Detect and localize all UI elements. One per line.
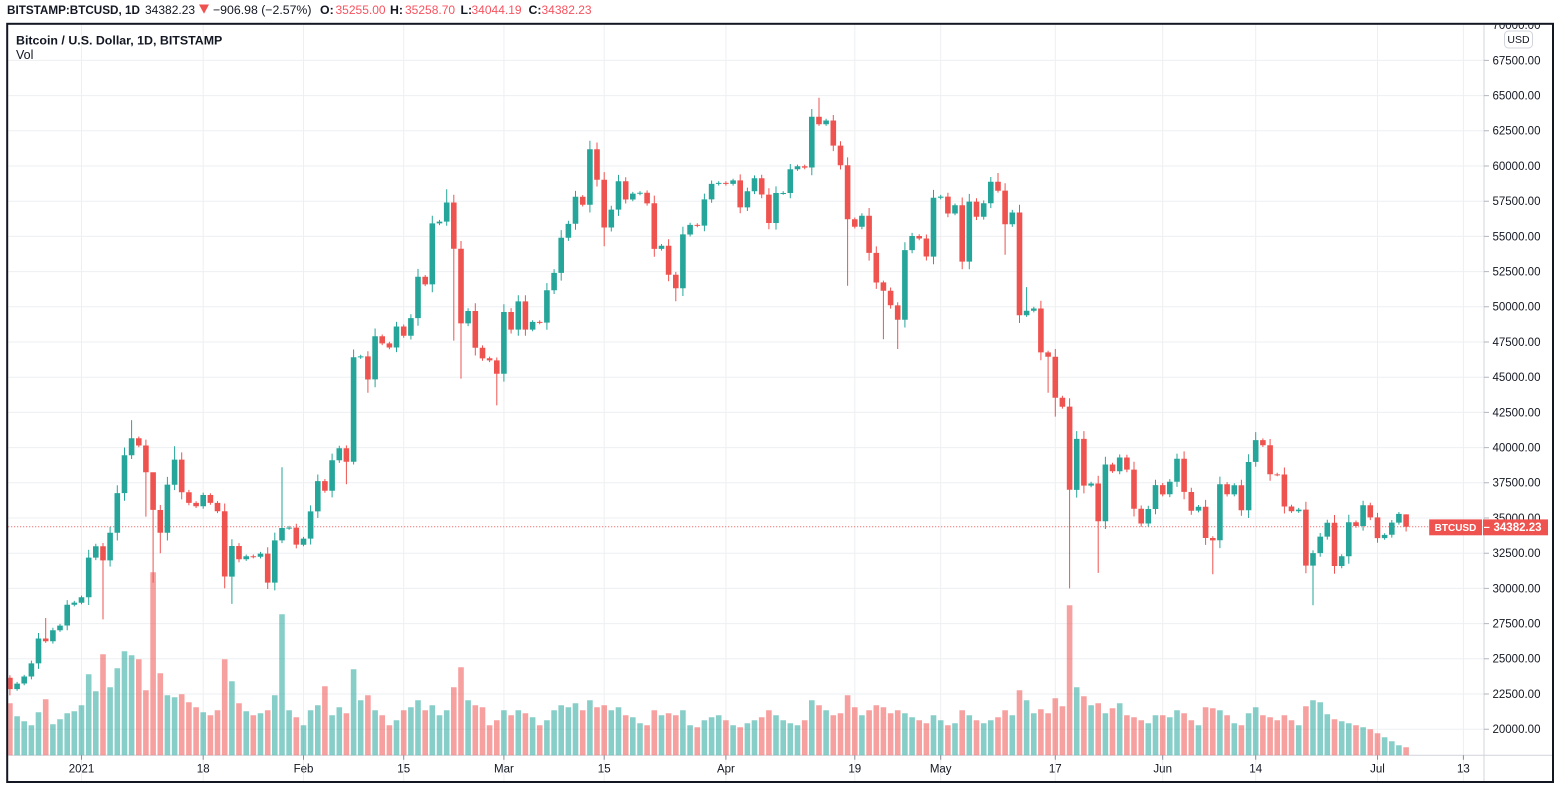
svg-text:Jul: Jul: [1370, 764, 1385, 776]
svg-text:32500.00: 32500.00: [1493, 548, 1541, 560]
svg-text:Mar: Mar: [494, 764, 514, 776]
svg-text:57500.00: 57500.00: [1493, 196, 1541, 208]
svg-text:35258.70: 35258.70: [405, 3, 455, 17]
svg-text:34382.23: 34382.23: [542, 3, 592, 17]
svg-text:BTCUSD: BTCUSD: [1435, 523, 1477, 534]
svg-text:34382.23: 34382.23: [145, 3, 195, 17]
svg-text:15: 15: [397, 764, 410, 776]
svg-text:BITSTAMP:BTCUSD, 1D: BITSTAMP:BTCUSD, 1D: [7, 4, 140, 17]
svg-text:Apr: Apr: [717, 764, 735, 776]
svg-text:35255.00: 35255.00: [336, 3, 386, 17]
svg-text:25000.00: 25000.00: [1493, 654, 1541, 666]
svg-text:Vol: Vol: [16, 48, 33, 62]
svg-text:USD: USD: [1507, 34, 1530, 46]
svg-text:Jun: Jun: [1153, 764, 1172, 776]
svg-text:22500.00: 22500.00: [1493, 689, 1541, 701]
svg-text:Feb: Feb: [294, 764, 314, 776]
svg-text:37500.00: 37500.00: [1493, 478, 1541, 490]
svg-text:20000.00: 20000.00: [1493, 724, 1541, 736]
svg-text:H:: H:: [390, 3, 403, 17]
svg-text:C:: C:: [529, 3, 542, 17]
svg-text:45000.00: 45000.00: [1493, 372, 1541, 384]
svg-text:19: 19: [848, 764, 861, 776]
svg-text:60000.00: 60000.00: [1493, 161, 1541, 173]
svg-text:47500.00: 47500.00: [1493, 337, 1541, 349]
svg-text:27500.00: 27500.00: [1493, 619, 1541, 631]
svg-text:2021: 2021: [69, 764, 95, 776]
svg-text:55000.00: 55000.00: [1493, 231, 1541, 243]
svg-text:May: May: [930, 764, 952, 776]
svg-text:62500.00: 62500.00: [1493, 126, 1541, 138]
svg-text:34044.19: 34044.19: [472, 3, 522, 17]
svg-text:30000.00: 30000.00: [1493, 583, 1541, 595]
svg-text:O:: O:: [320, 3, 334, 17]
svg-text:14: 14: [1249, 764, 1262, 776]
svg-text:−906.98 (−2.57%): −906.98 (−2.57%): [213, 3, 311, 17]
svg-text:Bitcoin / U.S. Dollar, 1D, BIT: Bitcoin / U.S. Dollar, 1D, BITSTAMP: [16, 33, 222, 47]
svg-text:50000.00: 50000.00: [1493, 302, 1541, 314]
svg-text:13: 13: [1457, 764, 1470, 776]
svg-text:18: 18: [197, 764, 210, 776]
svg-text:40000.00: 40000.00: [1493, 443, 1541, 455]
svg-text:15: 15: [598, 764, 611, 776]
svg-text:70000.00: 70000.00: [1493, 20, 1541, 32]
svg-text:65000.00: 65000.00: [1493, 91, 1541, 103]
svg-text:52500.00: 52500.00: [1493, 267, 1541, 279]
svg-text:17: 17: [1049, 764, 1062, 776]
svg-text:L:: L:: [461, 3, 473, 17]
svg-text:42500.00: 42500.00: [1493, 407, 1541, 419]
svg-text:34382.23: 34382.23: [1494, 522, 1542, 534]
svg-text:67500.00: 67500.00: [1493, 55, 1541, 67]
